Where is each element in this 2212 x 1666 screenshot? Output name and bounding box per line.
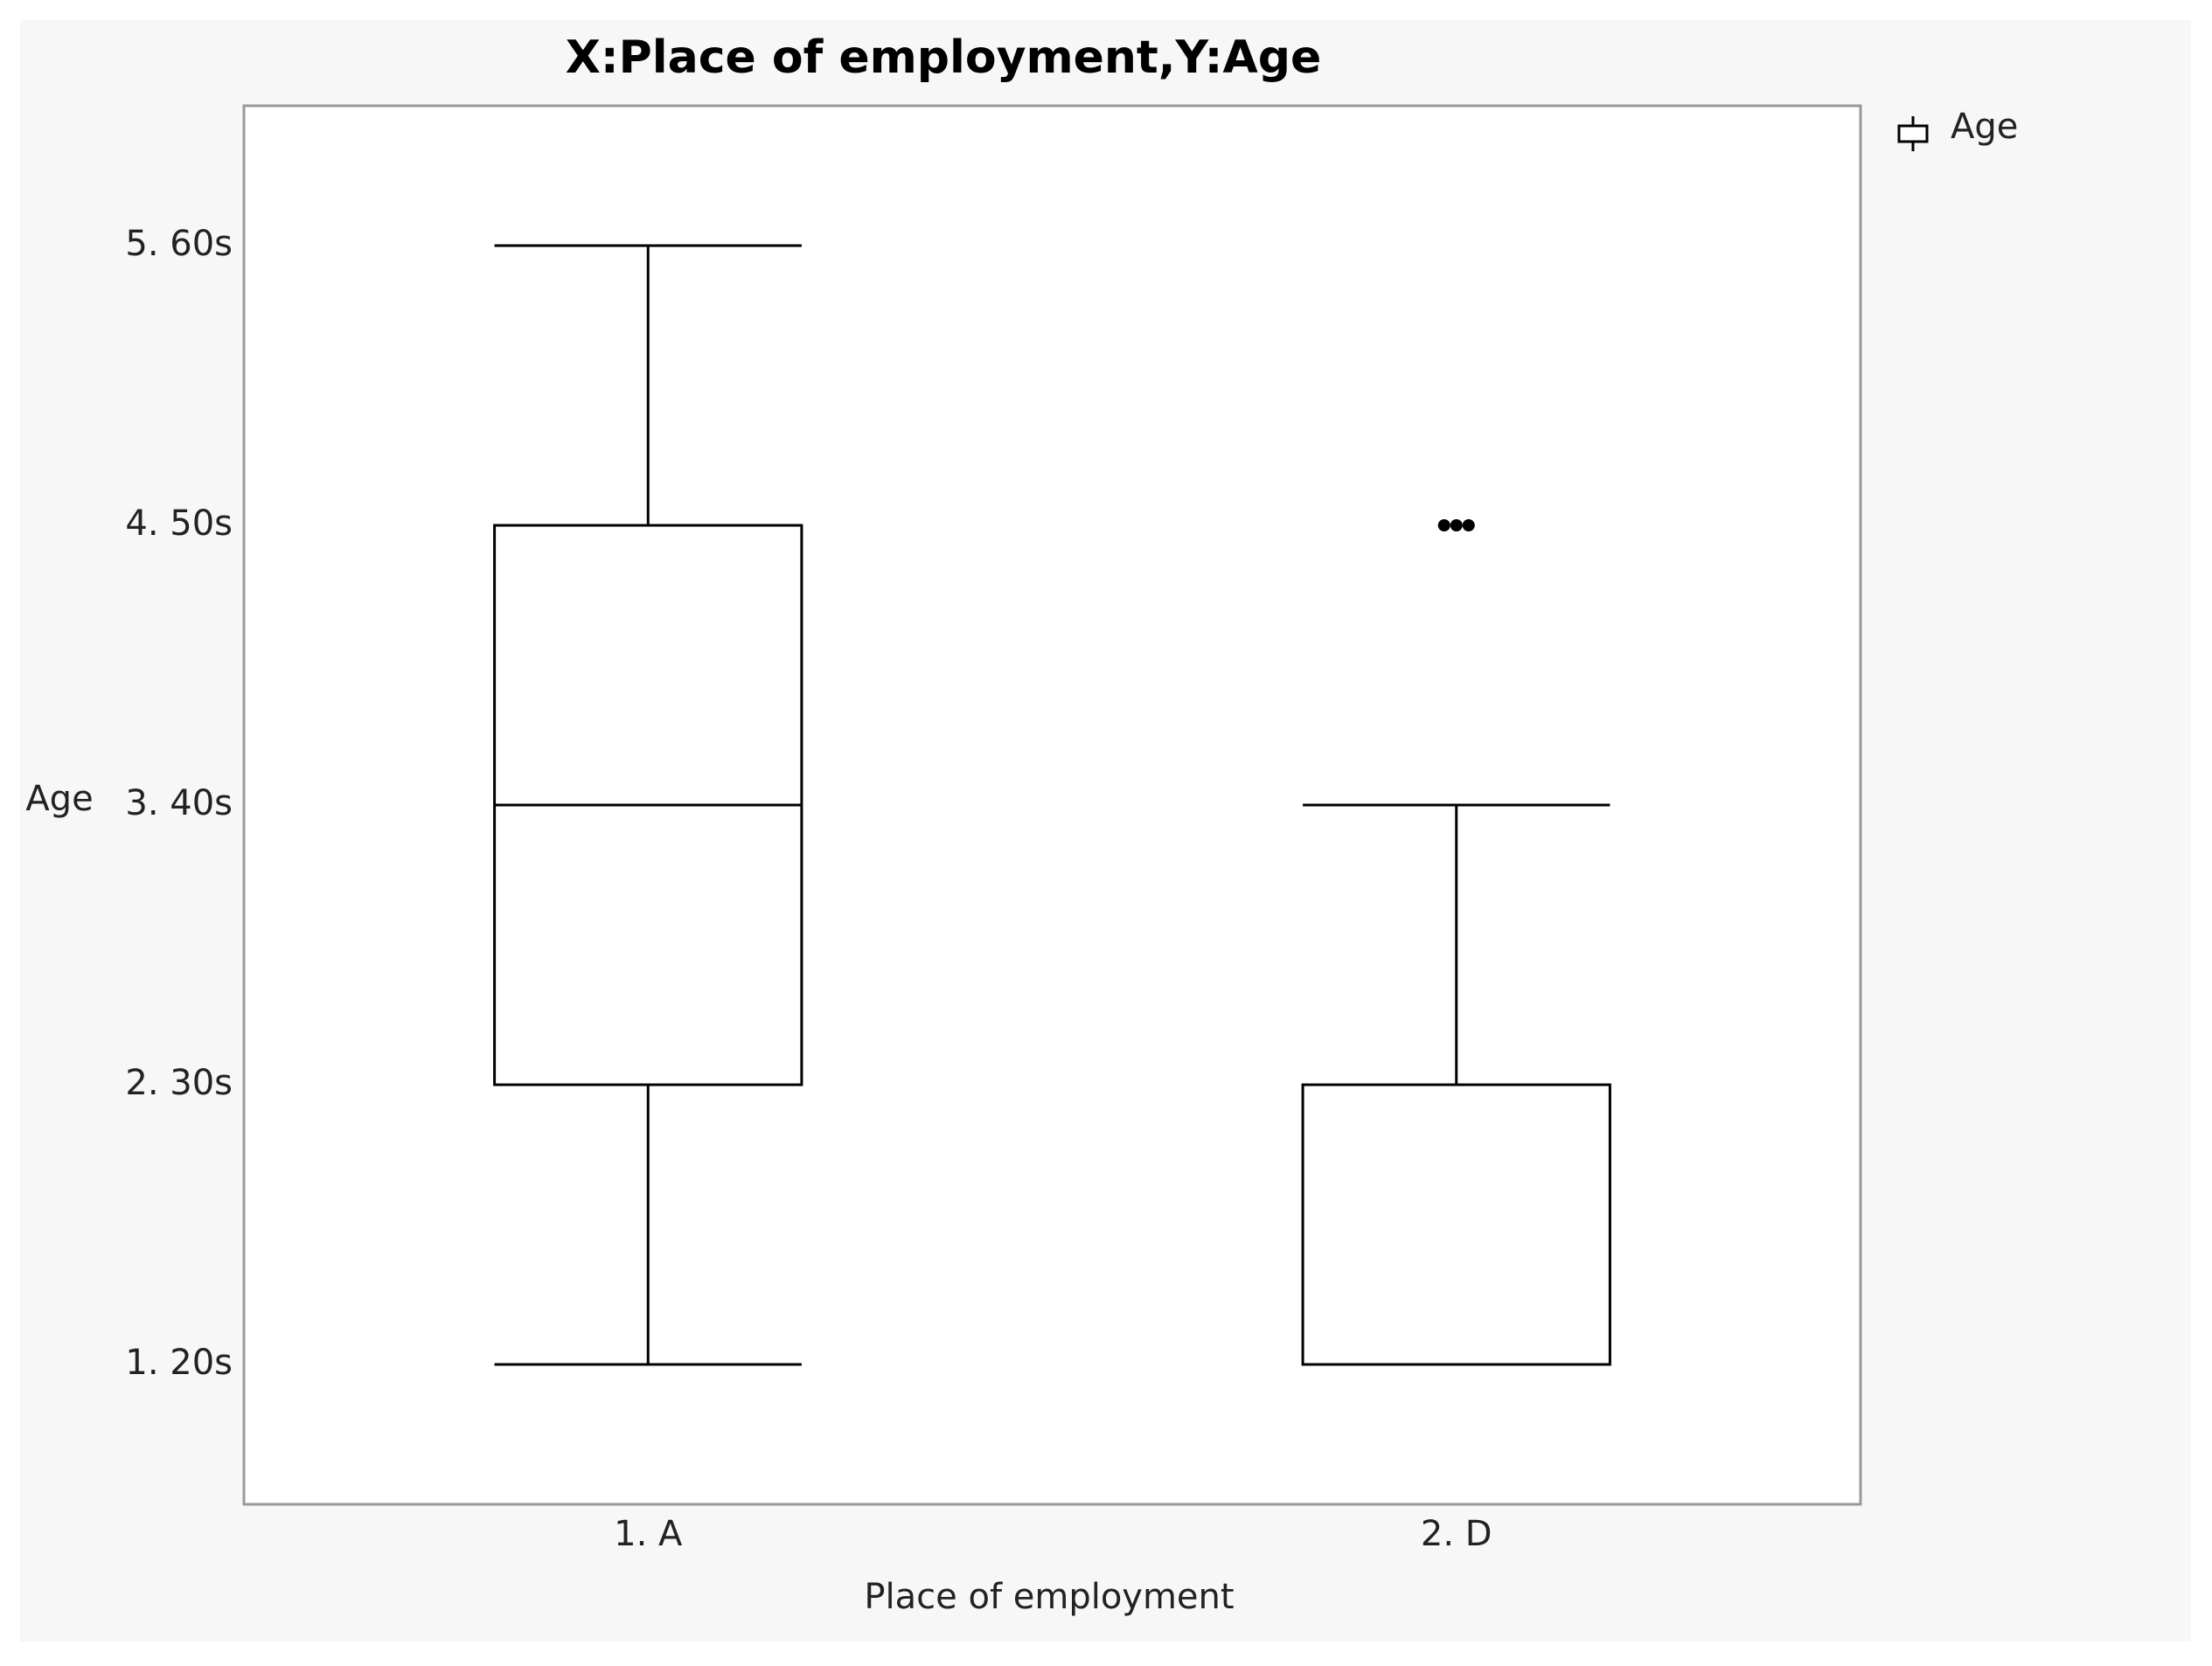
- y-tick-label: 5. 60s: [125, 224, 233, 264]
- y-tick-label: 1. 20s: [125, 1343, 233, 1383]
- legend-icon: [1897, 124, 1929, 143]
- plot-area: [242, 104, 1862, 1506]
- outlier: [1437, 519, 1450, 531]
- outlier: [1450, 519, 1463, 531]
- y-tick-label: 4. 50s: [125, 503, 233, 544]
- y-axis-label: Age: [25, 779, 93, 819]
- x-tick-label: 1. A: [614, 1514, 683, 1554]
- x-tick-label: 2. D: [1421, 1514, 1492, 1554]
- chart-title: X:Place of employment,Y:Age: [566, 31, 1321, 84]
- legend-label: Age: [1951, 107, 2018, 147]
- y-tick-label: 3. 40s: [125, 783, 233, 823]
- outlier: [1462, 519, 1475, 531]
- x-axis-label: Place of employment: [864, 1577, 1234, 1617]
- y-tick-label: 2. 30s: [125, 1063, 233, 1103]
